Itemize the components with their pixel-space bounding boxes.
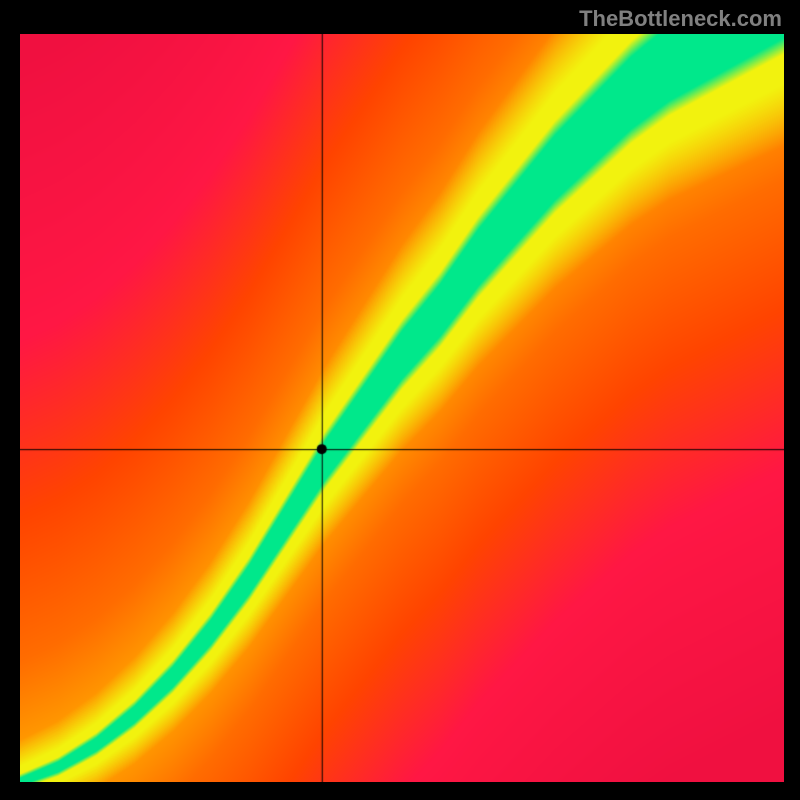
chart-container: TheBottleneck.com xyxy=(0,0,800,800)
heatmap-canvas xyxy=(20,34,784,782)
watermark-text: TheBottleneck.com xyxy=(579,6,782,32)
